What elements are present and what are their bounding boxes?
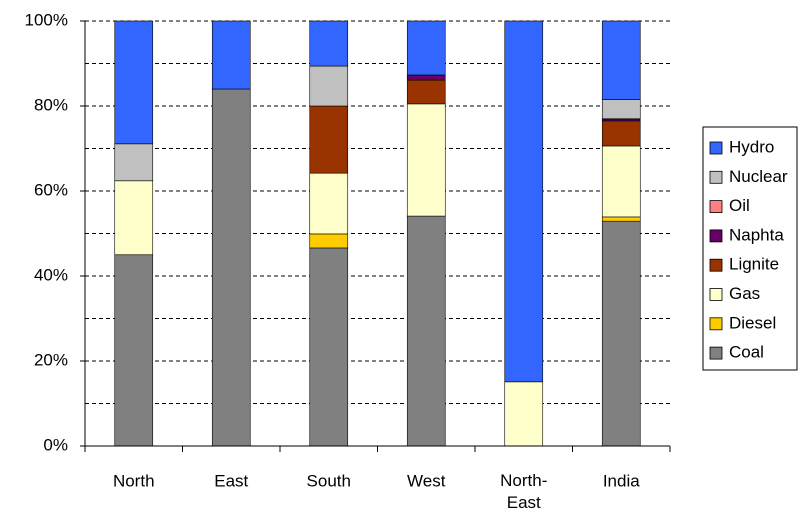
y-tick-label: 60% (34, 180, 68, 199)
x-tick-label-line: North- (500, 471, 547, 490)
bar-segment (504, 20, 544, 383)
x-tick-label: South (307, 471, 351, 490)
bar-segment (309, 20, 349, 67)
y-tick-label: 80% (34, 95, 68, 114)
x-tick-label: West (407, 471, 446, 490)
y-tick-label: 40% (34, 265, 68, 284)
bar-segment (114, 143, 154, 182)
bar-segment (114, 180, 154, 256)
bar-segment (406, 79, 446, 105)
legend-label: Diesel (729, 313, 776, 332)
legend-swatch (709, 200, 723, 214)
legend-label: Lignite (729, 255, 779, 274)
legend-label: Coal (729, 343, 764, 362)
bar-segment (601, 120, 641, 147)
bar-segment (309, 247, 349, 447)
legend-swatch (709, 317, 723, 331)
y-tick-label: 20% (34, 350, 68, 369)
bar-segment (309, 65, 349, 107)
legend-swatch (709, 346, 723, 360)
legend-label: Oil (729, 196, 750, 215)
legend-box (702, 126, 798, 371)
legend-label: Nuclear (729, 167, 788, 186)
x-tick-label: East (214, 471, 248, 490)
bar-segment (406, 74, 446, 81)
bar-segment (309, 233, 349, 249)
bar-segment (601, 216, 641, 222)
bar-segment (406, 103, 446, 217)
x-tick-label-line: East (507, 493, 541, 512)
bar-segment (114, 20, 154, 145)
x-tick-label: North- East (500, 471, 547, 512)
bar-segment (601, 20, 641, 100)
y-tick-label: 100% (25, 10, 68, 29)
legend-label: Gas (729, 284, 760, 303)
legend-label: Naphta (729, 225, 784, 244)
legend-swatch (709, 258, 723, 272)
legend-swatch (709, 141, 723, 155)
bar-segment (211, 20, 251, 90)
bar-segment (309, 172, 349, 235)
bar-segment (601, 99, 641, 120)
bar-segment (601, 145, 641, 218)
x-tick-label: North (113, 471, 155, 490)
bar-segment (406, 215, 446, 447)
legend-swatch (709, 288, 723, 301)
bar-segment (309, 105, 349, 174)
bar-segment (406, 20, 446, 76)
x-tick-label: India (603, 471, 640, 490)
bar-segment (211, 88, 251, 447)
bar-segment (601, 220, 641, 447)
legend-label: Hydro (729, 137, 774, 156)
y-tick-label: 0% (43, 435, 68, 454)
bar-segment (504, 381, 544, 447)
bar-segment (114, 254, 154, 447)
legend-swatch (709, 229, 723, 243)
legend-swatch (709, 170, 723, 184)
